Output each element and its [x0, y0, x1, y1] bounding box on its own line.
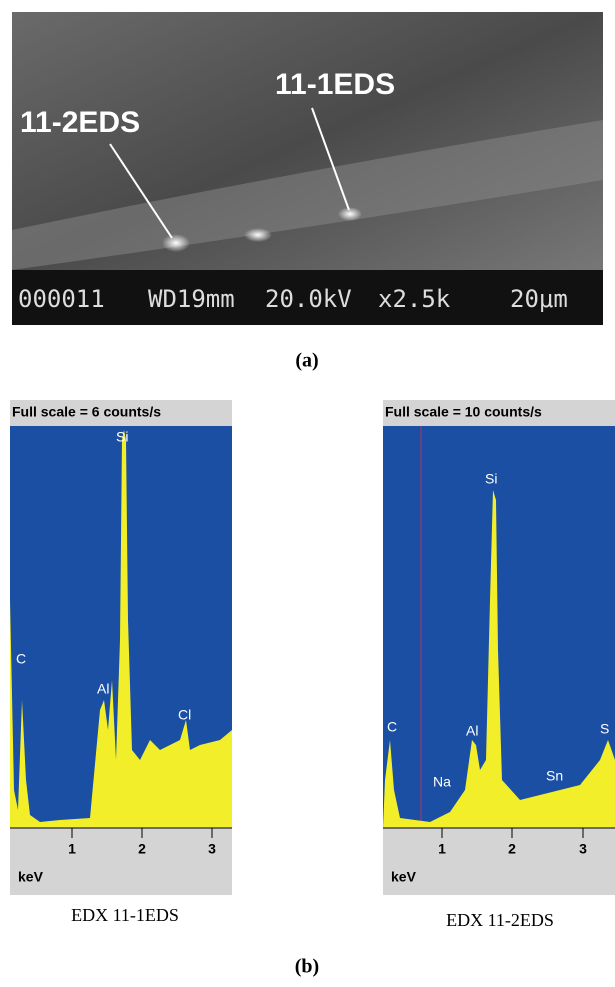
spectrum-header: Full scale = 6 counts/s — [12, 404, 161, 420]
info-text: 000011 — [18, 285, 105, 313]
spectrum-trace — [383, 490, 615, 828]
spectrum-trace — [10, 430, 232, 828]
info-text: 20.0kV — [265, 285, 352, 313]
tick-label: 2 — [508, 841, 516, 857]
axis-area — [10, 828, 232, 895]
spectrum-caption: EDX 11-1EDS — [71, 905, 179, 925]
peak-label: Al — [466, 723, 478, 739]
axis-area — [383, 828, 615, 895]
spectrum-header-bg — [10, 400, 232, 426]
tick-label: 3 — [579, 841, 587, 857]
sem-spot — [338, 207, 362, 221]
sem-spot — [244, 228, 272, 242]
peak-label: Sn — [546, 768, 563, 784]
peak-label: Si — [116, 429, 128, 445]
info-text: 20μm — [510, 285, 568, 313]
peak-label: C — [387, 719, 397, 735]
spectrum: Full scale = 10 counts/s 1 2 3 keV C Si … — [383, 400, 615, 930]
pointer — [109, 143, 173, 239]
info-text: WD19mm — [148, 285, 235, 313]
spectrum-header-bg — [383, 400, 615, 426]
peak-label: Si — [485, 471, 497, 487]
axis-label: keV — [391, 869, 417, 885]
tick-label: 3 — [208, 841, 216, 857]
sem-band — [12, 120, 603, 270]
spectrum-header: Full scale = 10 counts/s — [385, 404, 542, 420]
sem-spot — [162, 234, 190, 252]
info-bar — [12, 270, 603, 325]
spot-label: 11-2EDS — [20, 106, 140, 139]
peak-label: C — [16, 651, 26, 667]
spectrum-caption: EDX 11-2EDS — [446, 910, 554, 930]
tick-label: 1 — [438, 841, 446, 857]
spectrum: Full scale = 6 counts/s 1 2 3 keV C Si A… — [10, 400, 232, 925]
pointer — [311, 107, 350, 211]
peak-label: Na — [433, 774, 451, 790]
info-text: x2.5k — [378, 285, 451, 313]
spot-label: 11-1EDS — [275, 68, 395, 101]
tick-label: 2 — [138, 841, 146, 857]
peak-label: Cl — [178, 707, 191, 723]
peak-label: Al — [97, 681, 109, 697]
axis-label: keV — [18, 869, 44, 885]
tick-label: 1 — [68, 841, 76, 857]
panel-caption: (a) — [295, 350, 318, 372]
peak-label: S — [600, 721, 609, 737]
panel-caption: (b) — [295, 956, 319, 978]
